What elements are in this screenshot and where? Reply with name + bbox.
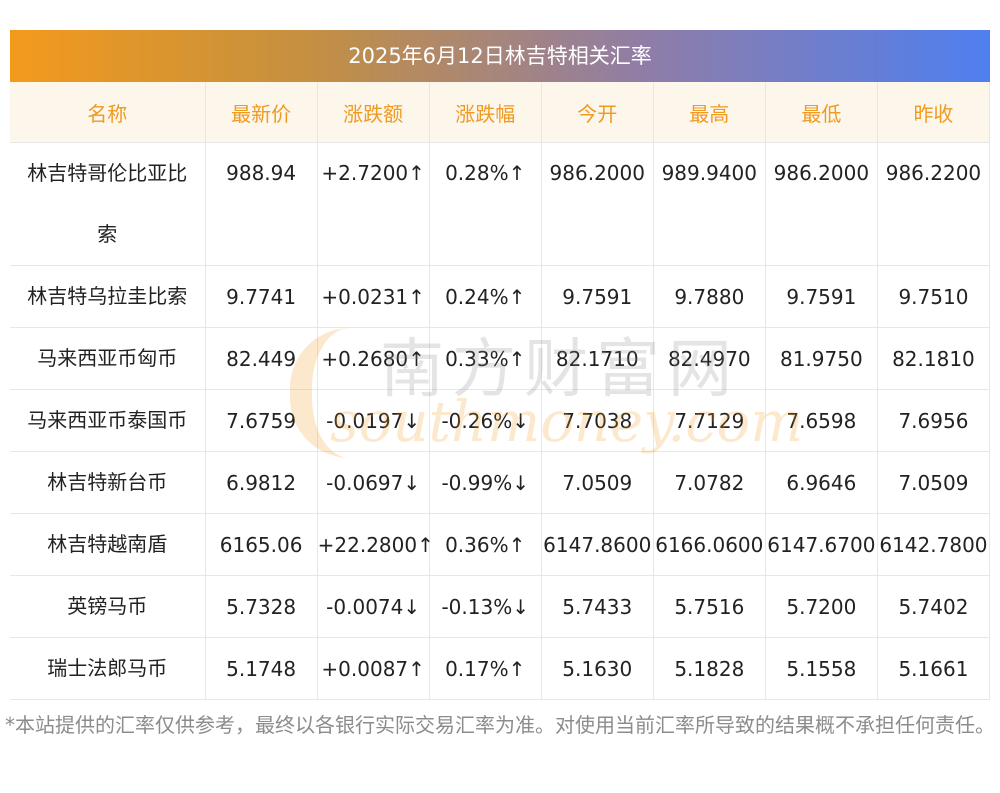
table-row: 马来西亚币匈币 82.449 +0.2680↑ 0.33%↑ 82.1710 82.497… [10, 327, 991, 390]
cell-name: 马来西亚币匈币 [10, 327, 206, 390]
cell-prev-close: 5.1661 [877, 637, 991, 700]
cell-low: 5.1558 [765, 637, 878, 700]
table-row: 英镑马币 5.7328 -0.0074↓ -0.13%↓ 5.7433 5.7516 5.7… [10, 575, 991, 638]
header-open: 今开 [541, 82, 654, 143]
cell-open: 82.1710 [541, 327, 654, 390]
table-row: 林吉特越南盾 6165.06 +22.2800↑ 0.36%↑ 6147.8600 616… [10, 513, 991, 576]
cell-open: 6147.8600 [541, 513, 654, 576]
table-row: 马来西亚币泰国币 7.6759 -0.0197↓ -0.26%↓ 7.7038 7.712… [10, 389, 991, 452]
cell-open: 5.7433 [541, 575, 654, 638]
cell-prev-close: 6142.7800 [877, 513, 991, 576]
header-latest: 最新价 [205, 82, 318, 143]
cell-prev-close: 82.1810 [877, 327, 991, 390]
table-header-row: 名称 最新价 涨跌额 涨跌幅 今开 最高 最低 昨收 [10, 82, 991, 143]
cell-low: 9.7591 [765, 265, 878, 328]
cell-change: -0.0197↓ [317, 389, 430, 452]
header-change-pct: 涨跌幅 [429, 82, 542, 143]
cell-change: +2.7200↑ [317, 142, 430, 266]
cell-open: 9.7591 [541, 265, 654, 328]
header-change: 涨跌额 [317, 82, 430, 143]
cell-latest: 6.9812 [205, 451, 318, 514]
header-name: 名称 [10, 82, 206, 143]
cell-prev-close: 986.2200 [877, 142, 991, 266]
cell-prev-close: 7.6956 [877, 389, 991, 452]
cell-latest: 82.449 [205, 327, 318, 390]
cell-low: 986.2000 [765, 142, 878, 266]
cell-change-pct: 0.24%↑ [429, 265, 542, 328]
cell-high: 82.4970 [653, 327, 766, 390]
cell-low: 7.6598 [765, 389, 878, 452]
table-row: 瑞士法郎马币 5.1748 +0.0087↑ 0.17%↑ 5.1630 5.1828 5.… [10, 637, 991, 700]
cell-change: +0.0087↑ [317, 637, 430, 700]
header-prev-close: 昨收 [877, 82, 991, 143]
table-row: 林吉特新台币 6.9812 -0.0697↓ -0.99%↓ 7.0509 7.0782 6… [10, 451, 991, 514]
cell-high: 7.0782 [653, 451, 766, 514]
cell-change: +0.2680↑ [317, 327, 430, 390]
cell-change: +0.0231↑ [317, 265, 430, 328]
cell-change-pct: 0.36%↑ [429, 513, 542, 576]
cell-prev-close: 7.0509 [877, 451, 991, 514]
cell-name: 林吉特越南盾 [10, 513, 206, 576]
cell-high: 9.7880 [653, 265, 766, 328]
disclaimer-footnote: *本站提供的汇率仅供参考，最终以各银行实际交易汇率为准。对使用当前汇率所导致的结… [5, 713, 995, 737]
cell-name: 英镑马币 [10, 575, 206, 638]
cell-low: 5.7200 [765, 575, 878, 638]
cell-open: 986.2000 [541, 142, 654, 266]
cell-open: 7.0509 [541, 451, 654, 514]
table-row: 林吉特乌拉圭比索 9.7741 +0.0231↑ 0.24%↑ 9.7591 9.7880… [10, 265, 991, 328]
cell-high: 5.7516 [653, 575, 766, 638]
cell-change: -0.0697↓ [317, 451, 430, 514]
cell-latest: 9.7741 [205, 265, 318, 328]
cell-low: 6147.6700 [765, 513, 878, 576]
cell-open: 7.7038 [541, 389, 654, 452]
cell-change-pct: 0.17%↑ [429, 637, 542, 700]
table-row: 林吉特哥伦比亚比索 988.94 +2.7200↑ 0.28%↑ 986.2000 989… [10, 142, 991, 266]
exchange-rate-table: 名称 最新价 涨跌额 涨跌幅 今开 最高 最低 昨收 林吉特哥伦比亚比索 988.… [10, 82, 991, 700]
cell-low: 6.9646 [765, 451, 878, 514]
cell-low: 81.9750 [765, 327, 878, 390]
cell-name: 马来西亚币泰国币 [10, 389, 206, 452]
cell-name: 林吉特哥伦比亚比索 [10, 142, 206, 266]
cell-open: 5.1630 [541, 637, 654, 700]
cell-latest: 6165.06 [205, 513, 318, 576]
cell-change: +22.2800↑ [317, 513, 434, 576]
cell-prev-close: 5.7402 [877, 575, 991, 638]
cell-high: 6166.0600 [653, 513, 766, 576]
cell-name: 林吉特乌拉圭比索 [10, 265, 206, 328]
cell-high: 5.1828 [653, 637, 766, 700]
cell-change-pct: 0.33%↑ [429, 327, 542, 390]
cell-change-pct: -0.99%↓ [429, 451, 542, 514]
cell-prev-close: 9.7510 [877, 265, 991, 328]
cell-latest: 7.6759 [205, 389, 318, 452]
cell-change-pct: -0.13%↓ [429, 575, 542, 638]
cell-change: -0.0074↓ [317, 575, 430, 638]
cell-latest: 5.7328 [205, 575, 318, 638]
cell-high: 7.7129 [653, 389, 766, 452]
table-title: 2025年6月12日林吉特相关汇率 [10, 30, 990, 82]
cell-change-pct: -0.26%↓ [429, 389, 542, 452]
header-high: 最高 [653, 82, 766, 143]
cell-latest: 988.94 [205, 142, 318, 266]
cell-high: 989.9400 [653, 142, 766, 266]
header-low: 最低 [765, 82, 878, 143]
cell-name: 瑞士法郎马币 [10, 637, 206, 700]
cell-name: 林吉特新台币 [10, 451, 206, 514]
cell-change-pct: 0.28%↑ [429, 142, 542, 266]
cell-latest: 5.1748 [205, 637, 318, 700]
